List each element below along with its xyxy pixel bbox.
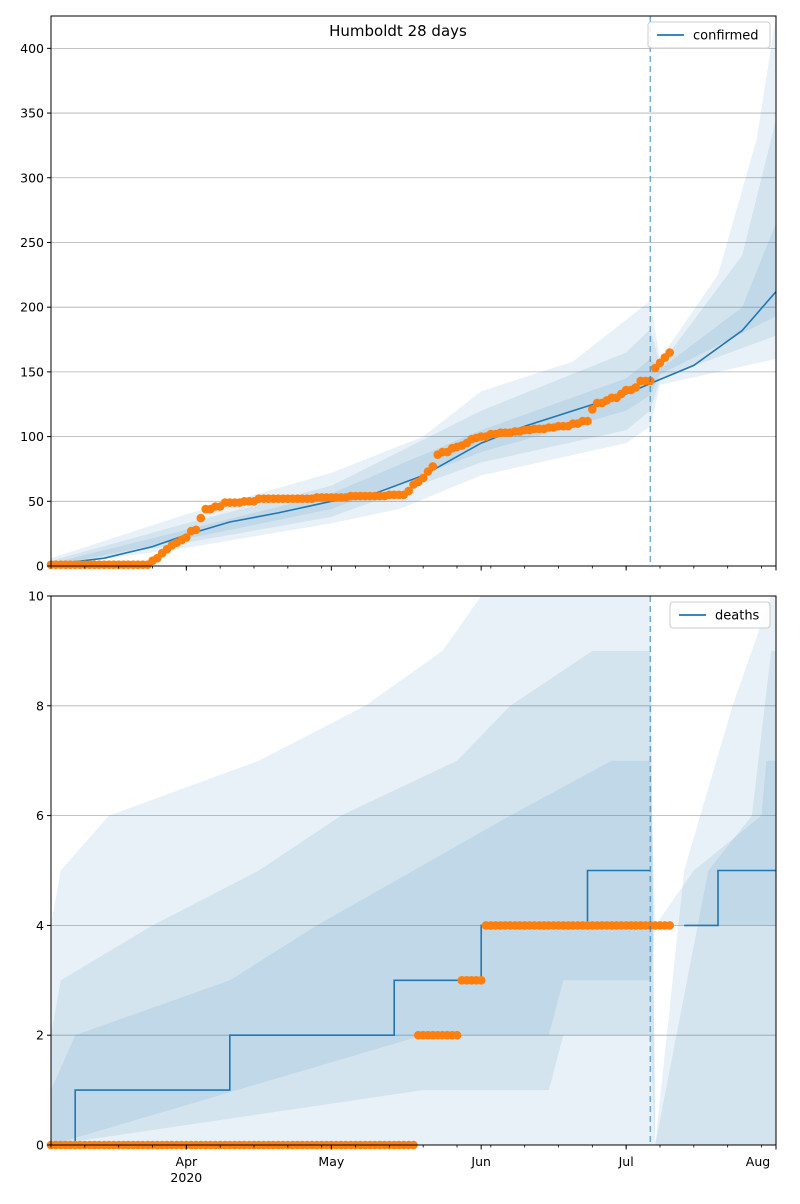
uncertainty-band [51,650,776,1145]
legend-box [647,21,771,49]
x-tick-label: May [318,1154,344,1169]
observed-point [583,416,592,426]
uncertainty-band [51,16,776,566]
y-tick-label: 400 [20,41,44,56]
uncertainty-band [51,596,776,1145]
y-tick-label: 200 [20,300,44,315]
x-tick-label: Aug [746,1154,770,1169]
x-tick-label: Apr [176,1154,198,1169]
plot-area [51,596,776,1145]
uncertainty-band [51,760,776,1145]
observed-point [196,513,206,523]
y-tick-label: 8 [36,698,44,713]
y-tick-label: 250 [20,235,44,250]
y-tick-label: 10 [28,589,44,604]
observed-point [182,533,191,542]
y-tick-label: 350 [20,106,44,121]
observed-point [452,1030,462,1040]
observed-point [588,405,597,414]
confirmed-panel: 0 50 100 150 200 250 300 350 400 confirmed [20,15,777,574]
observed-point [404,486,414,496]
uncertainty-band [51,223,776,566]
y-tick-label: 150 [20,364,44,379]
chart-title: Humboldt 28 days [329,22,467,40]
axes-frame [50,595,777,1146]
legend-label: confirmed [693,29,759,44]
legend-box [669,601,771,629]
x-year-label: 2020 [170,1170,202,1185]
observed-point [191,525,201,535]
observed-point [418,473,428,483]
y-tick-label: 0 [36,559,44,574]
deaths-panel: 0 2 4 6 8 10 deaths [28,589,777,1153]
uncertainty-band [51,119,776,566]
observed-point [476,976,486,985]
legend: deaths [669,601,771,629]
x-tick-label: Jun [470,1154,491,1169]
legend-label: deaths [715,609,760,624]
median-line [51,869,776,1145]
x-axis: Apr May Jun Jul Aug 2020 [170,1154,770,1185]
y-tick-label: 100 [20,429,44,444]
observed-point [428,462,438,471]
legend: confirmed [647,21,771,49]
x-tick-label: Jul [618,1154,634,1169]
observed-point [631,383,641,392]
y-tick-label: 50 [28,494,44,509]
y-tick-label: 4 [36,918,44,933]
axes-frame [50,15,777,567]
observed-point [665,348,674,357]
y-tick-label: 6 [36,808,44,823]
y-tick-label: 300 [20,170,44,185]
y-tick-label: 2 [36,1028,44,1043]
observed-point [665,921,674,930]
y-tick-label: 0 [36,1138,44,1153]
